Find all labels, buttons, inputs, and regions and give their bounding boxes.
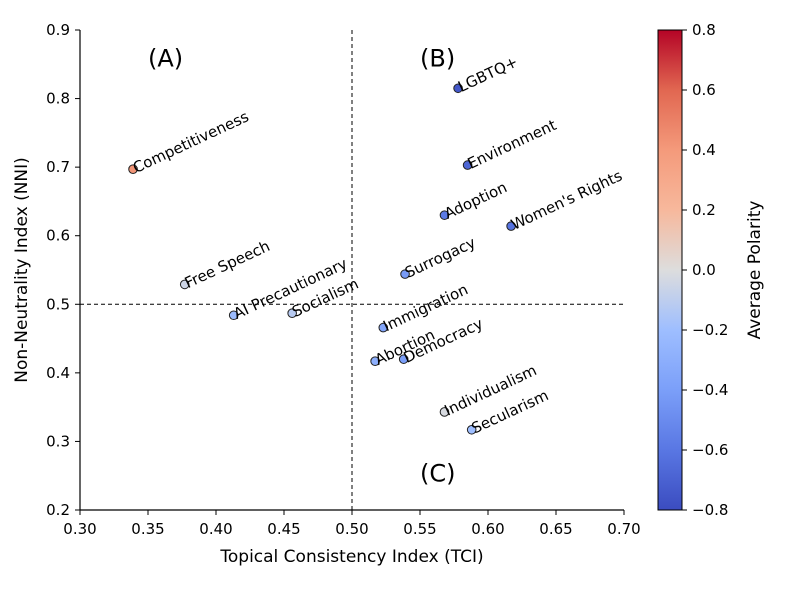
x-tick-label: 0.55 [403,520,436,538]
x-tick-label: 0.65 [539,520,572,538]
x-tick-label: 0.60 [471,520,504,538]
quadrant-labels: (A) (B) (C) [148,44,455,487]
x-tick-label: 0.45 [267,520,300,538]
y-tick-label: 0.9 [46,21,70,39]
data-points: LGBTQ+ Competitiveness EnvironmentWomen's … [128,53,625,437]
data-point [506,221,516,231]
point-label: Surrogacy [402,233,478,281]
y-tick-label: 0.8 [46,90,70,108]
colorbar-label: Average Polarity [745,201,765,340]
data-point [400,269,410,279]
point-label: Environment [465,116,560,173]
colorbar-tick-label: 0.6 [692,81,716,99]
colorbar-tick-label: −0.4 [692,381,728,399]
y-ticks: 0.2 0.3 0.4 0.5 0.6 0.7 0.8 0.9 [46,21,80,519]
y-tick-label: 0.7 [46,158,70,176]
y-tick-label: 0.6 [46,227,70,245]
quadrant-label: (B) [420,44,455,72]
x-ticks: 0.30 0.35 0.40 0.45 0.50 0.55 0.60 0.65 0.70 [63,510,641,538]
y-axis-label: Non-Neutrality Index (NNI) [12,157,32,383]
y-tick-label: 0.4 [46,364,70,382]
data-point [128,164,138,174]
colorbar-tick-label: 0.0 [692,261,716,279]
x-axis-label: Topical Consistency Index (TCI) [219,547,483,567]
quadrant-label: (C) [420,459,455,487]
data-point [287,308,297,319]
data-point [370,356,380,367]
data-point [378,322,389,333]
x-tick-label: 0.35 [131,520,164,538]
colorbar-tick-label: 0.8 [692,21,716,39]
quadrant-label: (A) [148,44,183,72]
point-label: Women's Rights [508,166,625,233]
data-point [228,310,239,321]
data-point [439,407,450,417]
plot-area: 0.30 0.35 0.40 0.45 0.50 0.55 0.60 0.65 0.70 0.2… [12,21,641,567]
x-tick-label: 0.70 [607,520,640,538]
x-tick-label: 0.50 [335,520,368,538]
data-point [453,83,463,94]
colorbar-tick-label: −0.6 [692,441,728,459]
x-tick-label: 0.40 [199,520,232,538]
colorbar-tick-label: 0.2 [692,201,716,219]
colorbar-tick-label: −0.8 [692,501,728,519]
data-point [179,279,190,290]
y-tick-label: 0.5 [46,295,70,313]
colorbar-gradient [657,29,683,511]
point-label: LGBTQ+ [455,53,520,96]
colorbar-ticks: 0.8 0.6 0.4 0.2 0.0 −0.2 −0.4 −0.6 −0.8 [682,21,728,519]
y-tick-label: 0.2 [46,501,70,519]
data-point [462,160,473,170]
colorbar-tick-label: −0.2 [692,321,728,339]
point-label: Adoption [442,178,510,223]
x-tick-label: 0.30 [63,520,96,538]
data-point [466,424,477,435]
data-point [439,210,450,220]
data-point [398,354,409,364]
y-tick-label: 0.3 [46,432,70,450]
colorbar: 0.8 0.6 0.4 0.2 0.0 −0.2 −0.4 −0.6 −0.8 Average … [657,21,765,519]
point-label: Free Speech [182,237,273,292]
colorbar-tick-label: 0.4 [692,141,716,159]
point-label: Competitiveness [130,107,252,176]
